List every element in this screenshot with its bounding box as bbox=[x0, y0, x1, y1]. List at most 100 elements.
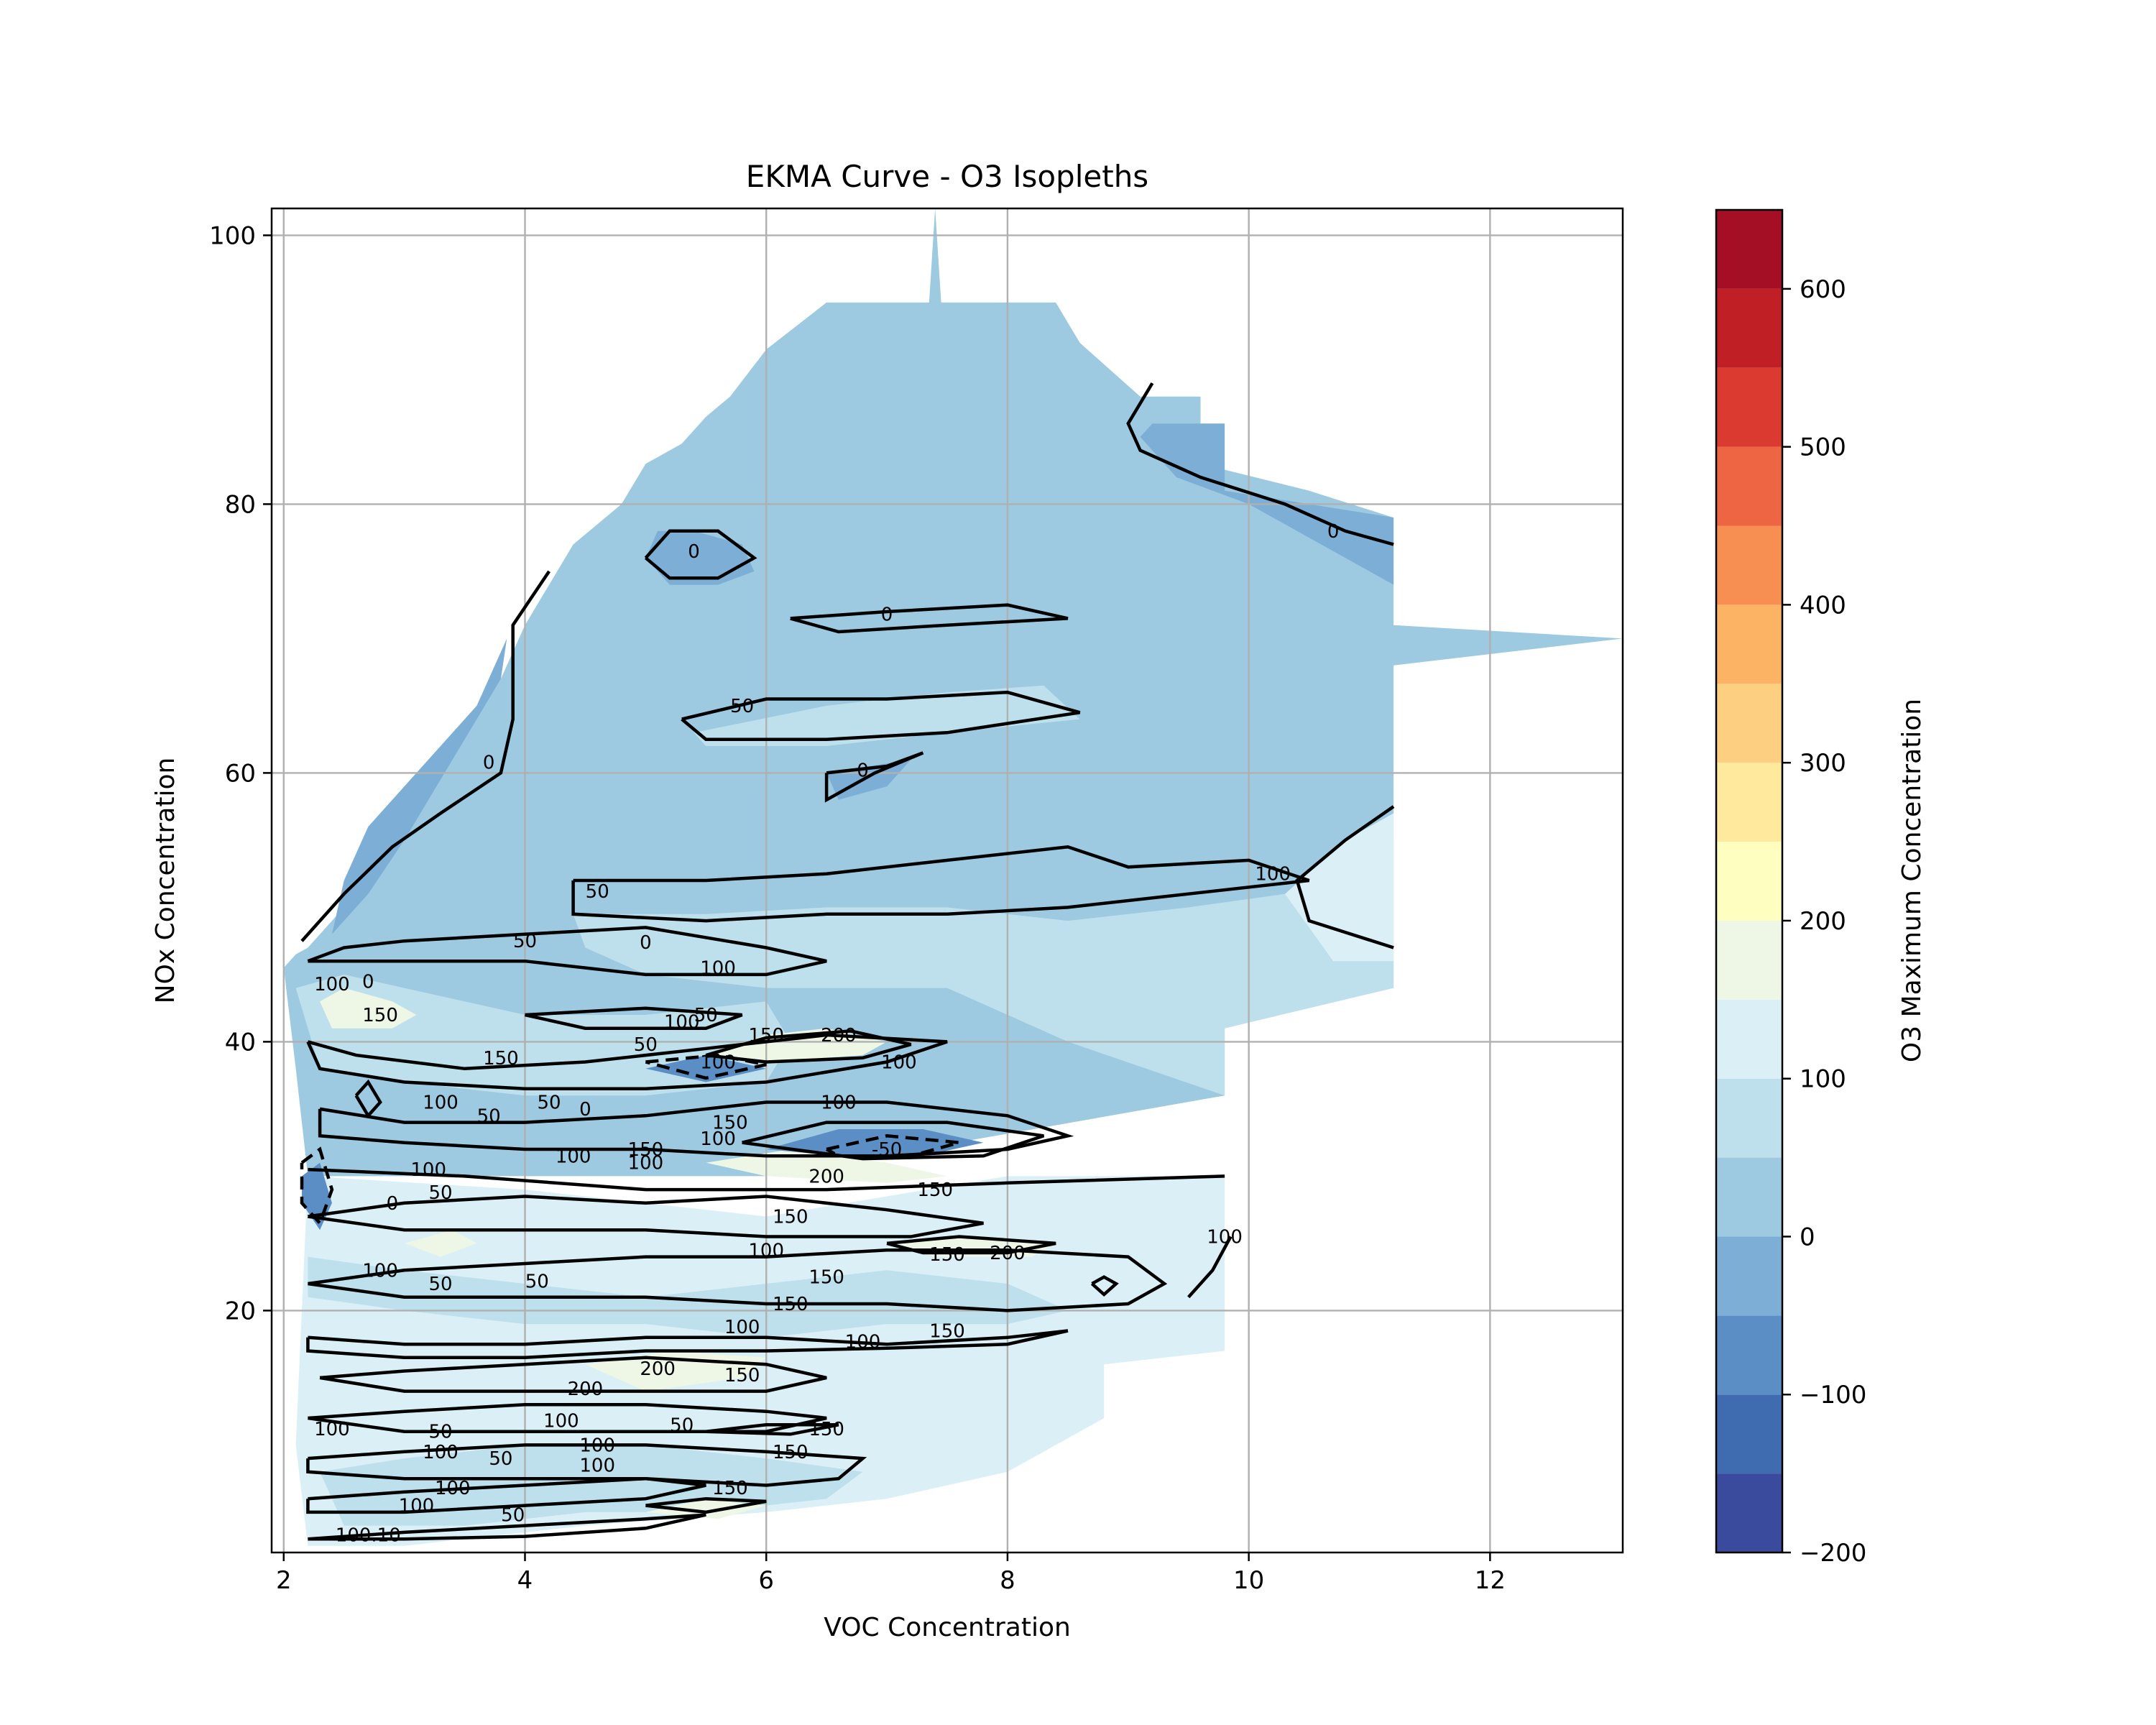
contour-label: 50 bbox=[538, 1092, 561, 1114]
contour-region-17 bbox=[404, 1230, 477, 1257]
y-tick-label: 80 bbox=[225, 490, 256, 519]
x-tick-label: 12 bbox=[1475, 1566, 1506, 1595]
contour-line-24 bbox=[308, 1513, 706, 1541]
contour-label: 50 bbox=[670, 1414, 694, 1436]
contour-lines bbox=[300, 382, 1395, 1541]
y-tick-label: 40 bbox=[225, 1028, 256, 1057]
contour-label: 200 bbox=[568, 1379, 604, 1400]
contour-label: 100 bbox=[845, 1331, 881, 1353]
x-axis-label: VOC Concentration bbox=[824, 1613, 1071, 1642]
contour-label: 150 bbox=[748, 1025, 784, 1046]
contour-line-25 bbox=[354, 1079, 382, 1119]
contour-region-18 bbox=[645, 1499, 767, 1519]
contour-label: 100 bbox=[399, 1496, 435, 1517]
contour-line-28 bbox=[300, 1146, 334, 1227]
contour-label: 100 bbox=[314, 1419, 350, 1440]
y-tick-label: 20 bbox=[225, 1297, 256, 1325]
contour-line-6 bbox=[571, 845, 1310, 923]
contour-label: 100 bbox=[1255, 864, 1291, 886]
colorbar-tick-label: 500 bbox=[1800, 433, 1846, 462]
contour-label: 150 bbox=[773, 1294, 808, 1315]
contour-label: 50 bbox=[489, 1448, 512, 1470]
contour-label: 150 bbox=[773, 1207, 808, 1228]
contour-line-15 bbox=[308, 1248, 1168, 1312]
contour-label: 100 bbox=[700, 958, 736, 980]
colorbar-band bbox=[1716, 446, 1782, 526]
contour-label: 200 bbox=[640, 1358, 676, 1380]
colorbar-tick-label: 400 bbox=[1800, 591, 1846, 620]
contour-label: 100 bbox=[700, 1128, 736, 1150]
colorbar-band bbox=[1716, 684, 1782, 763]
contour-line-30 bbox=[705, 1029, 912, 1064]
colorbar-band bbox=[1716, 1315, 1782, 1395]
contour-line-7 bbox=[1295, 805, 1395, 949]
colorbar-band bbox=[1716, 1394, 1782, 1474]
contour-label: 100 bbox=[628, 1153, 664, 1174]
contour-label: 150 bbox=[808, 1419, 844, 1440]
colorbar-band bbox=[1716, 1473, 1782, 1552]
contour-label: 100 bbox=[821, 1092, 857, 1114]
contour-line-4 bbox=[1126, 382, 1394, 546]
contour-label: 50 bbox=[428, 1182, 452, 1204]
contour-label: 0 bbox=[688, 541, 700, 563]
contour-region-6 bbox=[573, 840, 1394, 1096]
colorbar-tick-label: −100 bbox=[1800, 1381, 1866, 1409]
colorbar-tick-label: −200 bbox=[1800, 1539, 1866, 1568]
contour-line-19 bbox=[308, 1403, 827, 1433]
contour-line-17 bbox=[306, 1329, 1069, 1360]
contour-region-7 bbox=[1285, 813, 1394, 962]
contour-label: 100 bbox=[579, 1435, 615, 1456]
contour-label: 100 bbox=[579, 1455, 615, 1476]
contour-label: 200 bbox=[821, 1025, 857, 1046]
contour-label: 100 bbox=[748, 1240, 784, 1261]
contour-region-12 bbox=[320, 988, 417, 1029]
contour-line-8 bbox=[307, 926, 827, 977]
plot-frame bbox=[270, 207, 1624, 1554]
contour-label: 100 bbox=[314, 974, 350, 995]
colorbar-band bbox=[1716, 525, 1782, 605]
colorbar-band bbox=[1716, 288, 1782, 368]
colorbar-band bbox=[1716, 604, 1782, 684]
colorbar-tick-label: 300 bbox=[1800, 749, 1846, 778]
colorbar-tick-label: 200 bbox=[1800, 907, 1846, 936]
colorbar-band bbox=[1716, 842, 1782, 921]
contour-label: 0 bbox=[640, 932, 652, 954]
contour-line-11 bbox=[308, 1167, 1225, 1192]
contour-region-1 bbox=[331, 638, 507, 934]
contour-label: 100 bbox=[556, 1146, 591, 1167]
y-tick-label: 100 bbox=[209, 221, 256, 250]
x-tick-label: 8 bbox=[1000, 1566, 1015, 1595]
contour-label: 0 bbox=[857, 760, 869, 782]
y-axis-ticks: 20 40 60 80 100 bbox=[209, 221, 272, 1325]
colorbar-ticks: −200 −100 0 100 200 300 400 500 600 bbox=[1782, 275, 1866, 1568]
contour-label: -50 bbox=[872, 1139, 902, 1161]
contour-label: 150 bbox=[712, 1478, 748, 1499]
colorbar-tick-label: 0 bbox=[1800, 1223, 1815, 1251]
contour-line-29 bbox=[645, 1053, 767, 1080]
contour-line-20 bbox=[706, 1423, 839, 1436]
colorbar-band bbox=[1716, 367, 1782, 447]
contour-line-0 bbox=[300, 570, 550, 942]
contour-label: 150 bbox=[362, 1005, 398, 1026]
contour-label: 0 bbox=[881, 604, 893, 626]
contour-label: 150 bbox=[712, 1113, 748, 1134]
contour-label: 50 bbox=[586, 881, 609, 903]
x-tick-label: 6 bbox=[758, 1566, 774, 1595]
contour-label: 150 bbox=[917, 1179, 953, 1201]
contour-label: 150 bbox=[724, 1365, 760, 1386]
contour-line-12 bbox=[826, 1134, 960, 1158]
contour-label: 100 bbox=[700, 1052, 736, 1073]
contour-label: 50 bbox=[501, 1505, 525, 1527]
contour-line-23 bbox=[645, 1496, 767, 1514]
contour-label: 150 bbox=[628, 1139, 664, 1161]
contour-label: 200 bbox=[808, 1166, 844, 1187]
colorbar-band bbox=[1716, 763, 1782, 842]
contour-label: 0 bbox=[1327, 521, 1340, 543]
contour-label: 50 bbox=[525, 1271, 549, 1292]
contour-label: 0 bbox=[483, 752, 495, 773]
contour-label: 150 bbox=[929, 1320, 965, 1342]
y-axis-label: NOx Concentration bbox=[151, 758, 180, 1004]
contour-line-16 bbox=[886, 1235, 1056, 1255]
contour-line-5 bbox=[681, 690, 1081, 741]
